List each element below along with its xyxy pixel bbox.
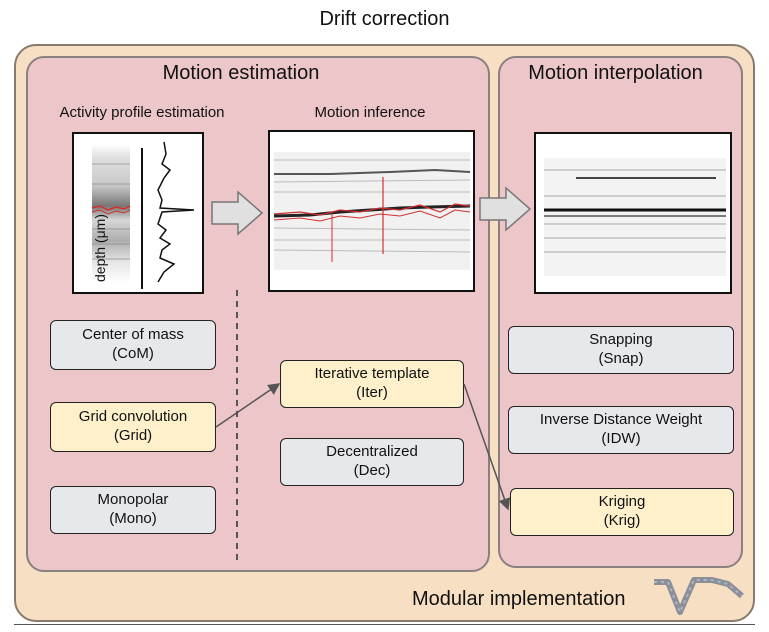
method-monopolar: Monopolar (Mono): [50, 486, 216, 534]
method-name: Snapping: [589, 331, 653, 349]
iter-to-krig-arrow: [463, 383, 511, 511]
method-center-of-mass: Center of mass (CoM): [50, 320, 216, 370]
arrow-right-icon: [211, 190, 264, 236]
activity-profile-image: [72, 132, 204, 294]
method-iterative-template: Iterative template (Iter): [280, 360, 464, 408]
diagram-title: Drift correction: [319, 8, 450, 30]
method-abbrev: (CoM): [112, 345, 154, 362]
method-name: Inverse Distance Weight: [539, 411, 703, 429]
arrow-right-icon: [479, 186, 532, 232]
footer-label: Modular implementation: [412, 588, 626, 610]
method-name: Grid convolution: [78, 408, 188, 426]
activity-profile-label: Activity profile estimation: [59, 104, 225, 121]
method-grid-convolution: Grid convolution (Grid): [50, 402, 216, 452]
waveform-logo-icon: [654, 577, 744, 615]
bottom-rule: [14, 624, 755, 625]
method-name: Kriging: [598, 493, 646, 511]
motion-inference-label: Motion inference: [314, 104, 426, 121]
method-abbrev: (IDW): [601, 430, 641, 447]
method-abbrev: (Mono): [109, 510, 157, 527]
method-kriging: Kriging (Krig): [510, 488, 734, 536]
method-abbrev: (Dec): [353, 462, 391, 479]
motion-inference-image: [268, 130, 475, 292]
method-abbrev: (Krig): [603, 512, 641, 529]
grid-to-iter-arrow: [215, 383, 281, 428]
method-name: Center of mass: [82, 326, 184, 344]
method-abbrev: (Snap): [598, 350, 644, 367]
method-name: Decentralized: [326, 443, 418, 461]
motion-interpolation-title: Motion interpolation: [528, 62, 703, 84]
activity-profile-graphic: [91, 141, 195, 289]
method-inverse-distance-weight: Inverse Distance Weight (IDW): [508, 406, 734, 454]
motion-interpolation-image: [534, 132, 732, 294]
motion-inference-graphic: [273, 152, 471, 270]
method-name: Iterative template: [314, 365, 430, 383]
method-name: Monopolar: [97, 491, 169, 509]
dashed-divider: [236, 290, 238, 562]
motion-interpolation-graphic: [544, 158, 726, 276]
method-decentralized: Decentralized (Dec): [280, 438, 464, 486]
motion-estimation-title: Motion estimation: [162, 62, 320, 84]
method-snapping: Snapping (Snap): [508, 326, 734, 374]
method-abbrev: (Iter): [356, 384, 388, 401]
method-abbrev: (Grid): [113, 427, 153, 444]
